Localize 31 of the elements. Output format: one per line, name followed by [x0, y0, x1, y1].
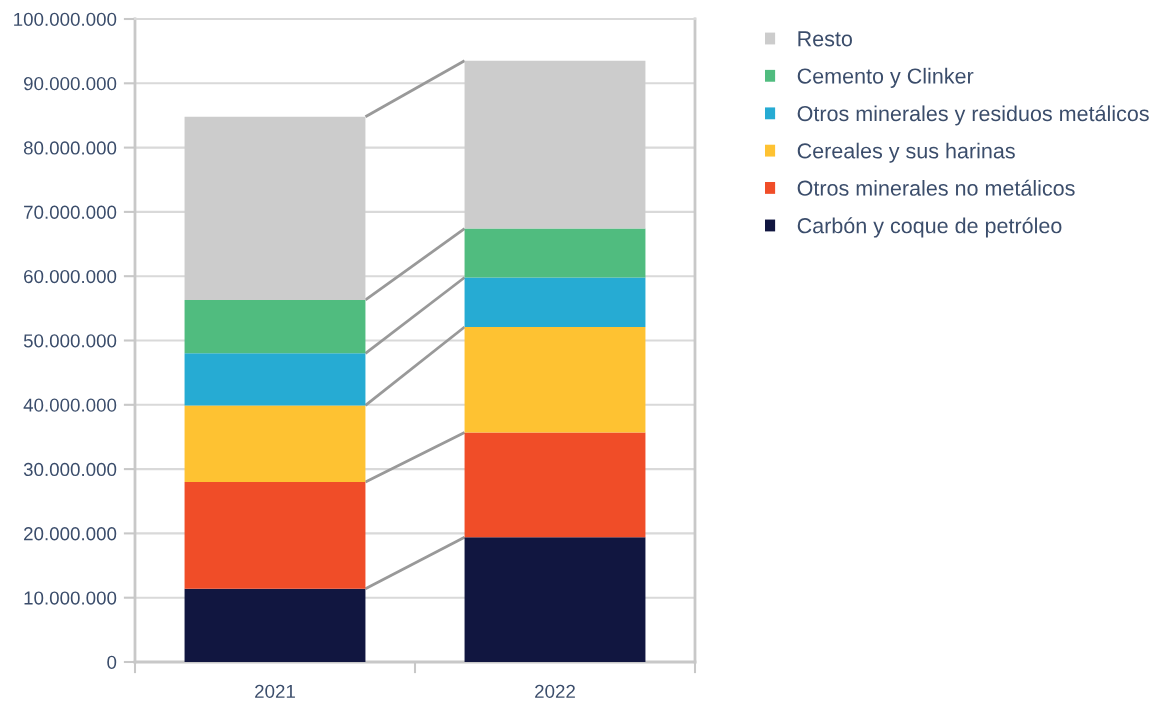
- bar: [184, 353, 366, 406]
- y-tick-label: 50.000.000: [23, 334, 117, 348]
- bar: [184, 299, 366, 354]
- y-tick-label: 0: [107, 655, 117, 669]
- bar: [464, 432, 646, 538]
- y-tick-label: 10.000.000: [24, 591, 117, 605]
- legend-label: Resto: [798, 31, 852, 47]
- y-tick-label: 70.000.000: [24, 205, 117, 219]
- bar: [184, 405, 366, 482]
- bar: [184, 588, 366, 662]
- y-tick-label: 80.000.000: [23, 141, 117, 155]
- y-tick-label: 20.000.000: [24, 527, 117, 541]
- bar: [184, 481, 366, 589]
- bar: [464, 327, 646, 433]
- y-tick-label: 100.000.000: [14, 12, 117, 26]
- legend-label: Cemento y Clinker: [797, 67, 974, 88]
- bar: [464, 537, 646, 662]
- legend-label: Otros minerales no metálicos: [797, 179, 1075, 196]
- bar: [184, 116, 366, 300]
- legend-label: Carbón y coque de petróleo: [797, 217, 1062, 238]
- bar: [464, 60, 646, 229]
- x-tick-label: 2022: [535, 684, 575, 698]
- bar: [464, 277, 646, 327]
- y-tick-label: 40.000.000: [23, 398, 117, 412]
- legend-label: Otros minerales y residuos metálicos: [797, 105, 1149, 126]
- legend-label: Cereales y sus harinas: [797, 142, 1015, 163]
- y-tick-label: 90.000.000: [23, 77, 117, 91]
- bar: [464, 228, 646, 278]
- y-tick-label: 30.000.000: [23, 462, 117, 477]
- x-tick-label: 2021: [255, 684, 295, 698]
- y-tick-label: 60.000.000: [24, 269, 117, 284]
